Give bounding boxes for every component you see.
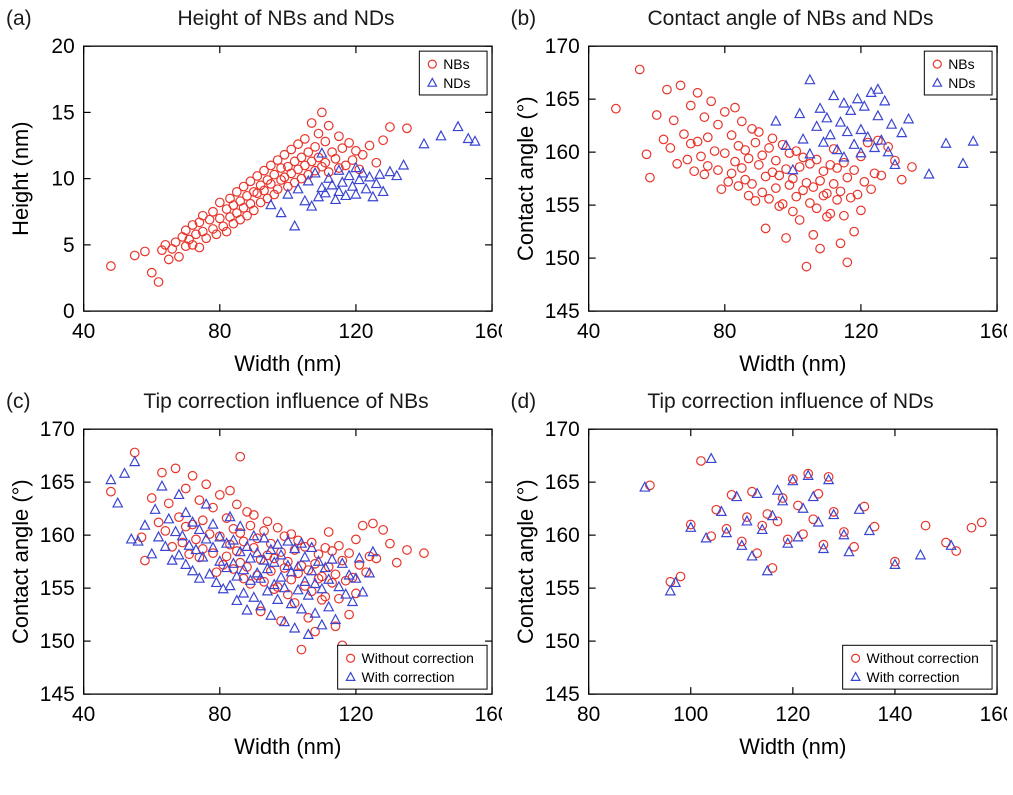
svg-text:145: 145	[544, 683, 579, 706]
panel-d: (d) Tip correction influence of NDs 80 10…	[509, 387, 1007, 770]
svg-text:Contact angle (°): Contact angle (°)	[8, 479, 33, 644]
panel-title-b: Contact angle of NBs and NDs	[647, 7, 934, 30]
svg-text:40: 40	[72, 703, 95, 726]
svg-text:170: 170	[40, 419, 75, 441]
svg-text:145: 145	[544, 300, 579, 323]
panel-label-a: (a)	[6, 7, 32, 30]
panel-label-c: (c)	[6, 390, 31, 413]
svg-text:155: 155	[544, 194, 579, 217]
svg-text:0: 0	[63, 300, 75, 323]
panel-label-d: (d)	[510, 390, 537, 413]
scatter-plot-c: 40 80 120 160 145 150 155 160 165 170 Width (nm) Co…	[8, 419, 502, 759]
svg-text:20: 20	[51, 36, 74, 58]
svg-text:120: 120	[338, 320, 373, 343]
svg-text:40: 40	[72, 320, 95, 343]
scatter-plot-b: 40 80 120 160 145 150 155 160 165 170 Width (nm) Co…	[512, 36, 1006, 376]
svg-text:150: 150	[544, 630, 579, 653]
svg-text:80: 80	[208, 703, 231, 726]
scatter-plot-d: 80 100 120 140 160 145 150 155 160 165 170 Width (n…	[512, 419, 1006, 759]
svg-text:150: 150	[544, 247, 579, 270]
svg-text:40: 40	[577, 320, 600, 343]
svg-text:120: 120	[843, 320, 878, 343]
svg-text:160: 160	[475, 703, 502, 726]
svg-text:120: 120	[338, 703, 373, 726]
panel-a: (a) Height of NBs and NDs 40 80 120 160 0 5 10…	[4, 4, 502, 387]
svg-text:Height (nm): Height (nm)	[8, 121, 33, 235]
panel-title-c: Tip correction influence of NBs	[143, 390, 429, 413]
svg-text:NDs: NDs	[948, 75, 975, 91]
svg-text:5: 5	[63, 234, 75, 257]
panel-title-a: Height of NBs and NDs	[177, 7, 395, 30]
svg-text:Width (nm): Width (nm)	[739, 734, 846, 759]
svg-text:Width (nm): Width (nm)	[234, 734, 341, 759]
panel-c-header: (c) Tip correction influence of NBs	[4, 387, 502, 419]
svg-text:Without correction: Without correction	[866, 650, 978, 666]
svg-text:Contact angle (°): Contact angle (°)	[512, 96, 537, 261]
svg-text:170: 170	[544, 36, 579, 58]
panel-a-header: (a) Height of NBs and NDs	[4, 4, 502, 36]
svg-text:NBs: NBs	[443, 56, 469, 72]
svg-text:150: 150	[40, 630, 75, 653]
svg-text:160: 160	[544, 524, 579, 547]
panel-b-header: (b) Contact angle of NBs and NDs	[509, 4, 1007, 36]
svg-text:Width (nm): Width (nm)	[739, 351, 846, 376]
svg-text:165: 165	[544, 88, 579, 111]
panel-label-b: (b)	[510, 7, 537, 30]
svg-text:155: 155	[544, 577, 579, 600]
svg-text:Contact angle (°): Contact angle (°)	[512, 479, 537, 644]
panel-c: (c) Tip correction influence of NBs 40 80…	[4, 387, 502, 770]
svg-text:160: 160	[979, 320, 1006, 343]
svg-text:NDs: NDs	[443, 75, 470, 91]
svg-text:100: 100	[673, 703, 708, 726]
svg-text:140: 140	[877, 703, 912, 726]
svg-text:10: 10	[51, 168, 74, 191]
panel-d-header: (d) Tip correction influence of NDs	[509, 387, 1007, 419]
panel-title-d: Tip correction influence of NDs	[647, 390, 934, 413]
svg-text:160: 160	[979, 703, 1006, 726]
svg-text:165: 165	[40, 471, 75, 494]
svg-text:155: 155	[40, 577, 75, 600]
svg-text:145: 145	[40, 683, 75, 706]
svg-text:Without correction: Without correction	[362, 650, 474, 666]
svg-text:15: 15	[51, 101, 74, 124]
svg-text:165: 165	[544, 471, 579, 494]
scatter-plot-a: 40 80 120 160 0 5 10 15 20 Width (nm) Height (nm) N…	[8, 36, 502, 376]
svg-text:120: 120	[775, 703, 810, 726]
svg-text:Width (nm): Width (nm)	[234, 351, 341, 376]
svg-text:80: 80	[713, 320, 736, 343]
svg-text:170: 170	[544, 419, 579, 441]
svg-text:80: 80	[208, 320, 231, 343]
figure-grid: (a) Height of NBs and NDs 40 80 120 160 0 5 10…	[4, 4, 1007, 770]
svg-text:With correction: With correction	[362, 669, 455, 685]
svg-text:160: 160	[544, 141, 579, 164]
svg-text:80: 80	[577, 703, 600, 726]
panel-b: (b) Contact angle of NBs and NDs 40 80 120…	[509, 4, 1007, 387]
svg-text:160: 160	[475, 320, 502, 343]
svg-text:160: 160	[40, 524, 75, 547]
svg-text:NBs: NBs	[948, 56, 974, 72]
svg-text:With correction: With correction	[866, 669, 959, 685]
